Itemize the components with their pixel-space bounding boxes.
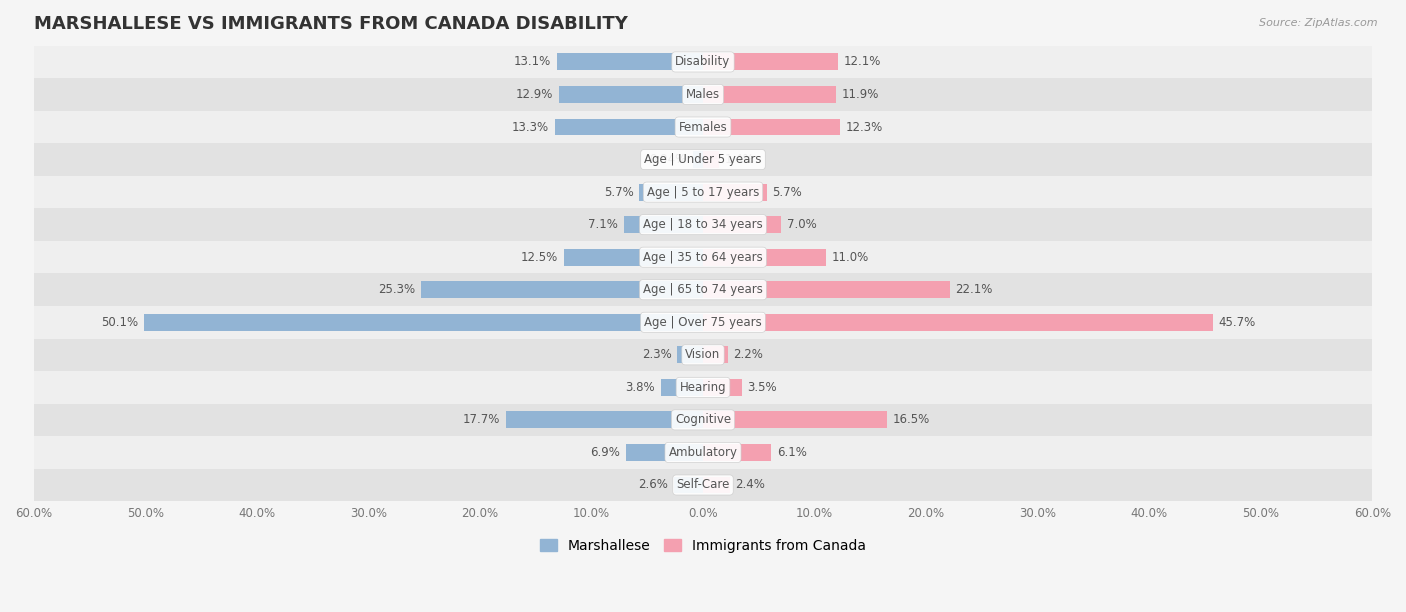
Bar (678, 346, 703, 364)
Text: 5.7%: 5.7% (605, 185, 634, 199)
Text: 50.1%: 50.1% (101, 316, 138, 329)
Bar (34, 436, 1372, 469)
Bar (703, 184, 766, 201)
Bar (34, 371, 1372, 404)
Text: Cognitive: Cognitive (675, 413, 731, 427)
Text: Age | 5 to 17 years: Age | 5 to 17 years (647, 185, 759, 199)
Bar (420, 282, 703, 298)
Text: 13.1%: 13.1% (515, 56, 551, 69)
Bar (34, 78, 1372, 111)
Text: Disability: Disability (675, 56, 731, 69)
Text: 3.5%: 3.5% (748, 381, 778, 394)
Bar (703, 346, 727, 364)
Bar (626, 444, 703, 461)
Text: 12.5%: 12.5% (520, 251, 558, 264)
Text: 2.6%: 2.6% (638, 479, 668, 491)
Bar (703, 248, 825, 266)
Text: 11.9%: 11.9% (841, 88, 879, 101)
Bar (34, 469, 1372, 501)
Bar (34, 306, 1372, 338)
Bar (564, 248, 703, 266)
Bar (673, 477, 703, 493)
Bar (703, 282, 949, 298)
Text: 12.1%: 12.1% (844, 56, 882, 69)
Bar (34, 176, 1372, 208)
Bar (34, 208, 1372, 241)
Bar (703, 151, 718, 168)
Text: 7.0%: 7.0% (787, 218, 817, 231)
Text: 6.1%: 6.1% (776, 446, 807, 459)
Bar (34, 338, 1372, 371)
Text: Vision: Vision (685, 348, 721, 361)
Text: 3.8%: 3.8% (626, 381, 655, 394)
Legend: Marshallese, Immigrants from Canada: Marshallese, Immigrants from Canada (534, 533, 872, 558)
Text: Hearing: Hearing (679, 381, 727, 394)
Bar (703, 379, 742, 396)
Text: 22.1%: 22.1% (955, 283, 993, 296)
Text: 17.7%: 17.7% (463, 413, 501, 427)
Bar (34, 111, 1372, 143)
Bar (640, 184, 703, 201)
Bar (34, 143, 1372, 176)
Bar (554, 119, 703, 135)
Text: Self-Care: Self-Care (676, 479, 730, 491)
Bar (143, 314, 703, 330)
Text: 12.9%: 12.9% (516, 88, 554, 101)
Text: 16.5%: 16.5% (893, 413, 929, 427)
Text: 6.9%: 6.9% (591, 446, 620, 459)
Text: Age | 18 to 34 years: Age | 18 to 34 years (643, 218, 763, 231)
Text: 2.4%: 2.4% (735, 479, 765, 491)
Bar (703, 119, 841, 135)
Bar (34, 241, 1372, 274)
Text: 45.7%: 45.7% (1219, 316, 1256, 329)
Bar (703, 53, 838, 70)
Text: Source: ZipAtlas.com: Source: ZipAtlas.com (1260, 18, 1378, 28)
Text: 12.3%: 12.3% (846, 121, 883, 133)
Bar (703, 477, 730, 493)
Text: 1.4%: 1.4% (724, 153, 754, 166)
Bar (703, 444, 770, 461)
Text: Females: Females (679, 121, 727, 133)
Text: 2.2%: 2.2% (733, 348, 763, 361)
Bar (661, 379, 703, 396)
Bar (703, 216, 782, 233)
Text: Ambulatory: Ambulatory (668, 446, 738, 459)
Text: Age | 35 to 64 years: Age | 35 to 64 years (643, 251, 763, 264)
Text: MARSHALLESE VS IMMIGRANTS FROM CANADA DISABILITY: MARSHALLESE VS IMMIGRANTS FROM CANADA DI… (34, 15, 627, 33)
Bar (703, 86, 835, 103)
Text: Males: Males (686, 88, 720, 101)
Text: 13.3%: 13.3% (512, 121, 548, 133)
Bar (703, 411, 887, 428)
Bar (693, 151, 703, 168)
Bar (560, 86, 703, 103)
Text: Age | 65 to 74 years: Age | 65 to 74 years (643, 283, 763, 296)
Text: 25.3%: 25.3% (378, 283, 415, 296)
Bar (624, 216, 703, 233)
Bar (703, 314, 1213, 330)
Bar (34, 404, 1372, 436)
Text: 0.94%: 0.94% (650, 153, 688, 166)
Text: Age | Over 75 years: Age | Over 75 years (644, 316, 762, 329)
Bar (506, 411, 703, 428)
Text: 7.1%: 7.1% (588, 218, 619, 231)
Text: 5.7%: 5.7% (772, 185, 801, 199)
Text: 11.0%: 11.0% (831, 251, 869, 264)
Bar (34, 46, 1372, 78)
Bar (557, 53, 703, 70)
Bar (34, 274, 1372, 306)
Text: Age | Under 5 years: Age | Under 5 years (644, 153, 762, 166)
Text: 2.3%: 2.3% (643, 348, 672, 361)
